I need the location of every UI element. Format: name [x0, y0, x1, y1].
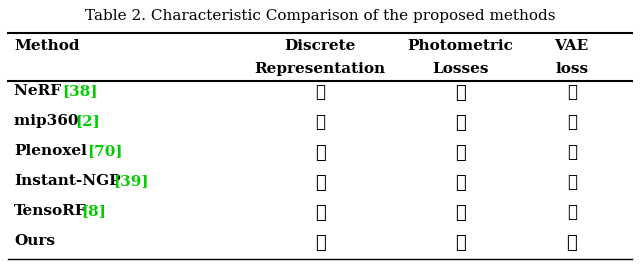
Text: ✓: ✓ — [566, 234, 577, 252]
Text: ✓: ✓ — [455, 174, 465, 192]
Text: Table 2. Characteristic Comparison of the proposed methods: Table 2. Characteristic Comparison of th… — [84, 9, 556, 23]
Text: ✗: ✗ — [315, 84, 325, 100]
Text: ✓: ✓ — [315, 144, 325, 162]
Text: ✓: ✓ — [455, 114, 465, 132]
Text: Method: Method — [14, 39, 79, 53]
Text: ✓: ✓ — [455, 234, 465, 252]
Text: ✓: ✓ — [455, 144, 465, 162]
Text: ✓: ✓ — [315, 174, 325, 192]
Text: ✗: ✗ — [566, 84, 577, 100]
Text: [39]: [39] — [113, 174, 148, 188]
Text: ✗: ✗ — [566, 174, 577, 191]
Text: ✓: ✓ — [455, 204, 465, 222]
Text: [70]: [70] — [88, 144, 123, 158]
Text: loss: loss — [555, 62, 588, 76]
Text: [2]: [2] — [75, 114, 99, 128]
Text: ✓: ✓ — [315, 234, 325, 252]
Text: ✗: ✗ — [566, 114, 577, 131]
Text: Discrete: Discrete — [284, 39, 356, 53]
Text: ✗: ✗ — [566, 204, 577, 221]
Text: ✓: ✓ — [315, 204, 325, 222]
Text: Ours: Ours — [14, 234, 55, 248]
Text: Losses: Losses — [432, 62, 488, 76]
Text: NeRF: NeRF — [14, 84, 67, 98]
Text: ✗: ✗ — [566, 144, 577, 161]
Text: ✗: ✗ — [315, 114, 325, 131]
Text: [8]: [8] — [81, 204, 106, 218]
Text: [38]: [38] — [62, 84, 97, 98]
Text: Plenoxel: Plenoxel — [14, 144, 87, 158]
Text: VAE: VAE — [555, 39, 589, 53]
Text: mip360: mip360 — [14, 114, 84, 128]
Text: Instant-NGP: Instant-NGP — [14, 174, 121, 188]
Text: TensoRF: TensoRF — [14, 204, 87, 218]
Text: ✓: ✓ — [455, 84, 465, 102]
Text: Photometric: Photometric — [407, 39, 513, 53]
Text: Representation: Representation — [255, 62, 385, 76]
